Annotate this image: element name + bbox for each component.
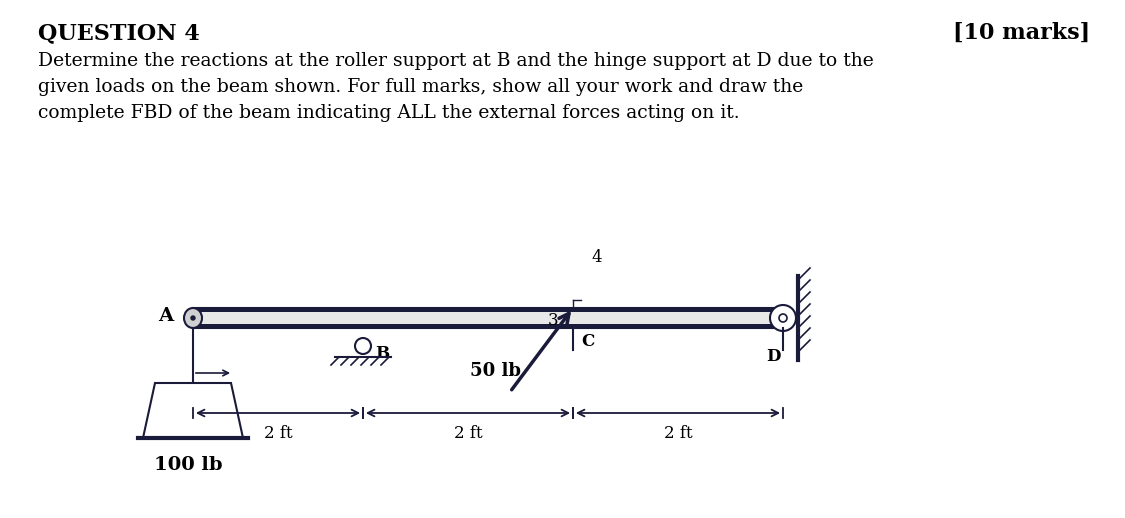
Bar — [193, 308, 783, 312]
Text: 50 lb: 50 lb — [469, 362, 521, 380]
Text: [10 marks]: [10 marks] — [953, 22, 1090, 44]
Polygon shape — [143, 383, 243, 438]
Text: 4: 4 — [591, 250, 602, 266]
Ellipse shape — [184, 308, 202, 328]
Text: A: A — [158, 307, 173, 325]
Text: 2 ft: 2 ft — [263, 425, 292, 442]
Text: D: D — [766, 348, 781, 365]
Circle shape — [191, 316, 195, 320]
Text: 100 lb: 100 lb — [154, 456, 223, 474]
Circle shape — [356, 338, 371, 354]
Text: 3: 3 — [548, 312, 558, 329]
Text: C: C — [580, 334, 594, 351]
Bar — [198, 312, 778, 324]
Circle shape — [778, 314, 787, 322]
Text: 2 ft: 2 ft — [453, 425, 483, 442]
Bar — [193, 308, 783, 328]
Text: 2 ft: 2 ft — [664, 425, 692, 442]
Text: complete FBD of the beam indicating ALL the external forces acting on it.: complete FBD of the beam indicating ALL … — [38, 104, 739, 122]
Text: Determine the reactions at the roller support at B and the hinge support at D du: Determine the reactions at the roller su… — [38, 52, 874, 70]
Circle shape — [770, 305, 796, 331]
Text: B: B — [375, 344, 389, 362]
Text: QUESTION 4: QUESTION 4 — [38, 22, 200, 44]
Bar — [193, 324, 783, 328]
Text: given loads on the beam shown. For full marks, show all your work and draw the: given loads on the beam shown. For full … — [38, 78, 803, 96]
